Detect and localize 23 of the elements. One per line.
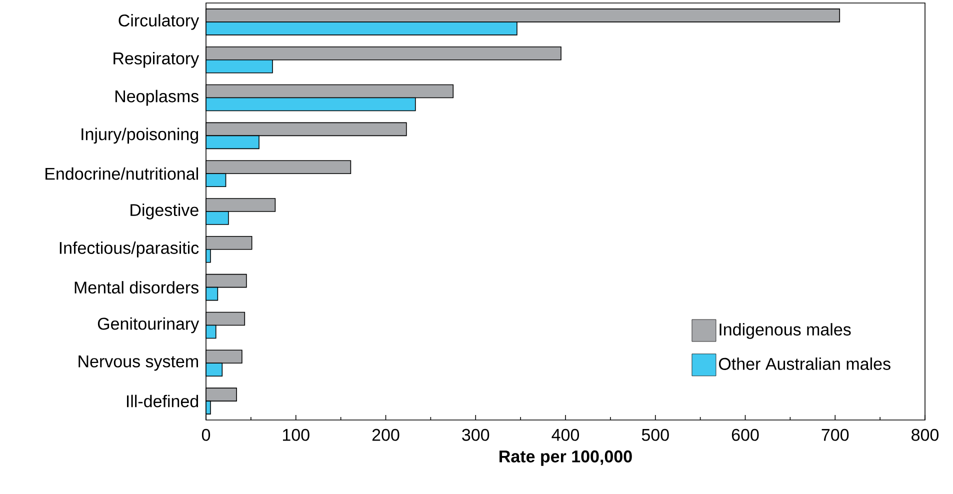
y-tick-label: Nervous system — [78, 356, 198, 371]
legend-label: Other Australian males — [718, 357, 890, 370]
x-tick-label: 300 — [462, 428, 490, 441]
x-tick-label: 800 — [912, 428, 939, 441]
x-tick-label: 700 — [822, 428, 849, 441]
y-tick-label: Circulatory — [118, 14, 200, 30]
y-tick-label: Infectious/parasitic — [60, 241, 199, 258]
x-tick-label: 100 — [282, 428, 310, 441]
x-tick-label: 400 — [552, 428, 580, 441]
y-tick-label: Respiratory — [114, 52, 200, 68]
x-tick-label: 200 — [372, 428, 400, 441]
x-tick-label: 600 — [732, 428, 759, 441]
y-tick-label: Endocrine/nutritional — [46, 167, 198, 180]
y-tick-label: Neoplasms — [115, 90, 199, 106]
y-tick-label: Injury/poisoning — [82, 128, 198, 144]
x-tick-label: 0 — [202, 428, 210, 441]
x-axis-title: Rate per 100,000 — [500, 450, 632, 466]
x-tick-label: 500 — [642, 428, 669, 441]
legend-label: Indigenous males — [720, 323, 851, 339]
y-tick-label: Digestive — [130, 204, 198, 220]
y-tick-label: Mental disorders — [74, 281, 198, 294]
y-tick-label: Ill-defined — [126, 394, 198, 408]
y-tick-label: Genitourinary — [98, 317, 200, 334]
